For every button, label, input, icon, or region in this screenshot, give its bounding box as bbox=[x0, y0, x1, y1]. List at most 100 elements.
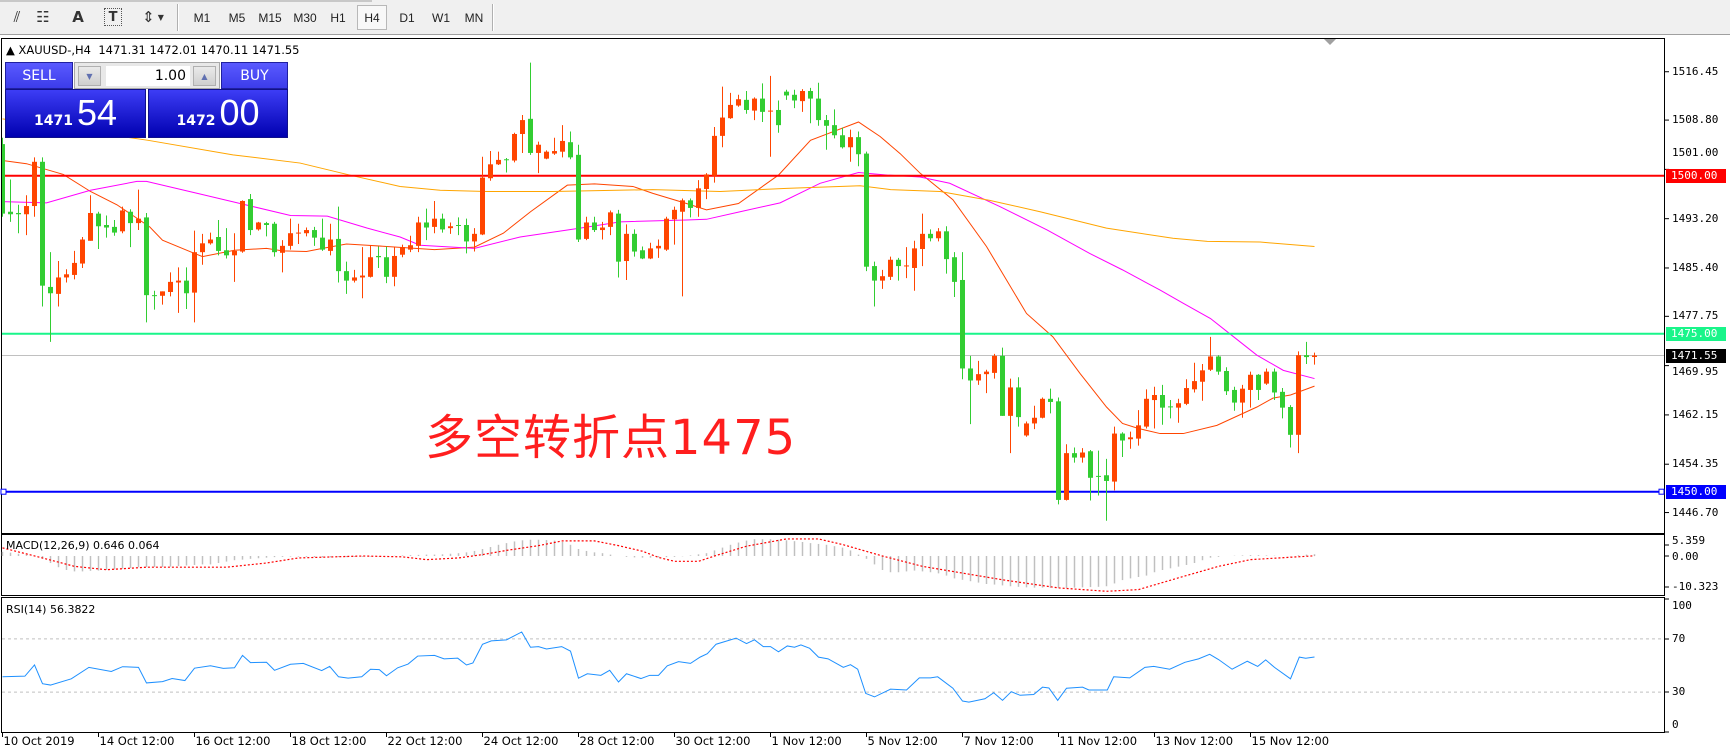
candle bbox=[1080, 448, 1085, 463]
timeframe-w1-button[interactable]: W1 bbox=[432, 10, 450, 25]
candle bbox=[376, 246, 381, 268]
candle bbox=[1232, 386, 1237, 411]
candle-body bbox=[80, 239, 85, 264]
price-axis-label: 1454.35 bbox=[1672, 457, 1719, 471]
candle-body bbox=[632, 233, 637, 252]
volume-decrease-button[interactable]: ▼ bbox=[78, 66, 101, 86]
volume-increase-button[interactable]: ▲ bbox=[193, 66, 216, 86]
arrows-glyph: ⇕ bbox=[142, 8, 155, 26]
candle bbox=[1296, 351, 1301, 454]
candle bbox=[1256, 374, 1261, 401]
candle-body bbox=[472, 233, 477, 242]
timeframe-m1-button[interactable]: M1 bbox=[193, 10, 211, 25]
timeframe-d1-button[interactable]: D1 bbox=[399, 10, 415, 25]
candle bbox=[616, 209, 621, 278]
candle bbox=[1112, 426, 1117, 491]
arrows-icon[interactable]: ⇕ ▼ bbox=[135, 6, 171, 28]
candle-body bbox=[824, 120, 829, 126]
macd-axis-max: 5.359 bbox=[1672, 534, 1706, 547]
macd-panel[interactable] bbox=[1, 534, 1665, 596]
candle-body bbox=[728, 104, 733, 119]
timeframe-m30-button[interactable]: M30 bbox=[293, 10, 317, 25]
candle-body bbox=[752, 98, 757, 111]
candle bbox=[56, 261, 61, 307]
volume-stepper: ▼ ▲ bbox=[74, 62, 220, 89]
candle bbox=[24, 195, 29, 236]
candle bbox=[1152, 386, 1157, 429]
candle-body bbox=[896, 259, 901, 267]
candle bbox=[1104, 458, 1109, 521]
candle-body bbox=[408, 245, 413, 250]
candle-body bbox=[432, 218, 437, 227]
candle bbox=[960, 252, 965, 380]
candle-body bbox=[200, 243, 205, 253]
price-axis-label: 1501.00 bbox=[1672, 146, 1719, 160]
candle-body bbox=[688, 200, 693, 208]
candle-body bbox=[984, 371, 989, 375]
candle-body bbox=[936, 231, 941, 239]
time-axis-label: 1 Nov 12:00 bbox=[771, 734, 842, 748]
candle bbox=[1032, 405, 1037, 430]
candle-body bbox=[848, 137, 853, 148]
candle bbox=[80, 237, 85, 268]
timeframe-m5-button[interactable]: M5 bbox=[228, 10, 246, 25]
timeframe-m15-button[interactable]: M15 bbox=[258, 10, 282, 25]
buy-price-button[interactable]: 1472 00 bbox=[148, 89, 288, 138]
time-axis-label: 16 Oct 12:00 bbox=[195, 734, 271, 748]
buy-button[interactable]: BUY bbox=[221, 62, 288, 89]
candle-body bbox=[64, 274, 69, 278]
candle bbox=[224, 228, 229, 259]
candle bbox=[168, 272, 173, 297]
elliott-wave-icon[interactable]: ⫽ bbox=[13, 8, 21, 26]
sell-price-button[interactable]: 1471 54 bbox=[5, 89, 146, 138]
candle bbox=[64, 269, 69, 283]
candle bbox=[584, 216, 589, 241]
macd-signal-line bbox=[2, 538, 1315, 592]
candle-body bbox=[136, 218, 141, 224]
timeframe-h1-button[interactable]: H1 bbox=[330, 10, 346, 25]
candle-body bbox=[224, 250, 229, 256]
candle-body bbox=[56, 277, 61, 294]
price-tag-1475.00: 1475.00 bbox=[1666, 326, 1726, 341]
candle bbox=[1048, 388, 1053, 414]
candle bbox=[704, 173, 709, 200]
price-chart[interactable] bbox=[1, 38, 1665, 534]
candle-body bbox=[488, 164, 493, 179]
candle bbox=[936, 228, 941, 242]
price-tag-1500.00: 1500.00 bbox=[1666, 168, 1726, 183]
candle bbox=[1192, 362, 1197, 393]
timeframe-h4-button[interactable]: H4 bbox=[357, 5, 387, 30]
candle-body bbox=[392, 255, 397, 277]
rsi-panel[interactable] bbox=[1, 597, 1665, 733]
text-label-icon[interactable]: T bbox=[104, 8, 122, 26]
candle bbox=[952, 252, 957, 298]
candle bbox=[784, 89, 789, 100]
candle bbox=[312, 226, 317, 246]
rsi-axis-70: 70 bbox=[1672, 632, 1686, 645]
candle bbox=[1208, 336, 1213, 371]
candle-body bbox=[448, 226, 453, 229]
time-axis-label: 24 Oct 12:00 bbox=[483, 734, 559, 748]
candle bbox=[280, 240, 285, 273]
candle-body bbox=[32, 161, 37, 207]
chart-annotation-text[interactable]: 多空转折点1475 bbox=[425, 410, 797, 466]
candle-body bbox=[344, 271, 349, 281]
candle bbox=[136, 189, 141, 231]
candle bbox=[592, 216, 597, 232]
volume-input[interactable] bbox=[106, 66, 190, 86]
candle bbox=[440, 213, 445, 233]
candle bbox=[352, 269, 357, 283]
candle bbox=[904, 247, 909, 279]
text-icon[interactable]: A bbox=[72, 8, 84, 26]
fibonacci-icon[interactable]: ☷ bbox=[36, 8, 50, 26]
candle bbox=[408, 235, 413, 253]
candle-body bbox=[624, 233, 629, 262]
candle bbox=[152, 290, 157, 310]
time-axis-label: 15 Nov 12:00 bbox=[1251, 734, 1330, 748]
candle-body bbox=[384, 257, 389, 277]
candle bbox=[1008, 378, 1013, 454]
timeframe-mn-button[interactable]: MN bbox=[464, 10, 484, 25]
sell-button[interactable]: SELL bbox=[5, 62, 73, 89]
candle-body bbox=[736, 99, 741, 106]
